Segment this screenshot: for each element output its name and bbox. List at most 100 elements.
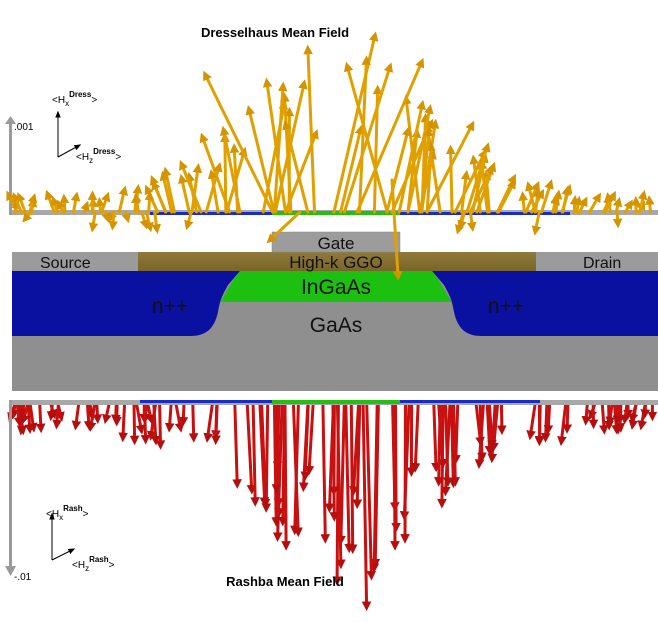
- bottom-axis-triad: <HxRash> <HzRash>: [46, 504, 115, 573]
- field-arrow: [349, 401, 361, 496]
- field-arrow: [281, 401, 291, 551]
- field-arrow: [612, 196, 623, 214]
- source-label: Source: [40, 255, 91, 272]
- field-arrow: [121, 210, 131, 224]
- field-arrow: [344, 401, 354, 554]
- field-arrow: [174, 401, 185, 433]
- field-arrow: [179, 160, 203, 214]
- device-cross-section: Source Drain Gate High-k GGO InGaAs GaAs…: [12, 231, 658, 391]
- field-arrow: [203, 401, 214, 443]
- field-arrow: [623, 199, 633, 214]
- field-arrow: [207, 169, 220, 214]
- field-arrow: [95, 196, 105, 214]
- field-arrow: [445, 144, 456, 214]
- field-arrow: [578, 196, 588, 214]
- field-arrow: [402, 94, 422, 214]
- field-arrow: [540, 179, 554, 214]
- field-arrow: [83, 401, 94, 431]
- field-arrow: [534, 401, 545, 447]
- field-arrow: [232, 401, 242, 489]
- field-arrow: [526, 401, 537, 441]
- field-arrow: [451, 401, 461, 465]
- field-arrow: [271, 401, 282, 494]
- field-arrow: [188, 401, 199, 443]
- field-arrow: [86, 401, 97, 432]
- field-arrow: [336, 401, 346, 546]
- field-arrow: [159, 170, 174, 214]
- field-arrow: [332, 31, 379, 214]
- bottom-baseline: [12, 400, 658, 405]
- field-arrow: [117, 185, 128, 214]
- field-arrow: [203, 70, 274, 214]
- field-arrow: [397, 99, 426, 214]
- field-arrow: [525, 181, 537, 214]
- field-arrow: [300, 401, 311, 482]
- field-arrow: [88, 210, 99, 233]
- field-arrow: [211, 401, 221, 446]
- field-arrow: [390, 178, 403, 281]
- field-arrow: [406, 104, 434, 214]
- doped-region-left: [12, 271, 240, 336]
- field-arrow: [487, 401, 497, 450]
- field-arrow: [425, 120, 475, 214]
- bottom-scale-value: -.01: [14, 572, 32, 583]
- bottom-scale-bar: [5, 400, 16, 576]
- field-arrow: [178, 173, 191, 214]
- field-arrow: [245, 401, 257, 495]
- field-arrow: [272, 81, 288, 214]
- top-hz-label: <HzDress>: [76, 147, 121, 165]
- field-arrow: [12, 192, 23, 214]
- top-scale-value: .001: [14, 122, 34, 133]
- field-arrow: [250, 401, 260, 507]
- field-arrow: [92, 401, 103, 424]
- field-arrow: [557, 401, 568, 447]
- field-arrow: [35, 401, 46, 434]
- field-arrow: [245, 105, 276, 214]
- gate-label: Gate: [318, 234, 355, 253]
- field-arrow: [134, 401, 146, 435]
- field-arrow: [20, 401, 30, 425]
- field-arrow: [111, 401, 121, 425]
- field-arrow: [52, 401, 62, 430]
- doped-left-label: n++: [152, 295, 188, 318]
- field-arrow: [355, 57, 425, 214]
- field-arrow: [477, 401, 487, 463]
- field-arrow: [28, 401, 38, 433]
- field-arrow: [588, 192, 602, 214]
- field-arrow: [604, 192, 614, 214]
- field-arrow: [178, 401, 189, 427]
- bottom-hx-label: <HxRash>: [46, 504, 89, 522]
- field-arrow: [190, 163, 203, 214]
- field-arrow: [164, 401, 175, 433]
- field-arrow: [550, 195, 560, 214]
- channel-label: InGaAs: [301, 276, 371, 299]
- field-arrow: [365, 401, 377, 581]
- high-k-dielectric: [138, 252, 536, 271]
- field-arrow: [581, 401, 592, 426]
- field-arrow: [342, 62, 394, 214]
- field-arrow: [144, 190, 155, 214]
- field-arrow: [543, 401, 554, 435]
- field-arrow: [400, 401, 410, 544]
- field-arrow: [450, 401, 460, 487]
- field-arrow: [71, 401, 82, 431]
- field-arrow: [50, 196, 60, 214]
- field-arrow: [369, 401, 380, 573]
- field-arrow: [628, 401, 639, 424]
- bottom-hz-label: <HzRash>: [72, 555, 115, 573]
- field-arrow: [540, 401, 551, 443]
- field-arrow: [139, 210, 149, 230]
- field-arrow: [56, 199, 66, 214]
- source-contact: [12, 252, 138, 271]
- field-arrow: [561, 185, 572, 214]
- field-arrow: [130, 193, 141, 214]
- field-arrow: [352, 401, 363, 510]
- field-arrow: [425, 141, 436, 214]
- top-title: Dresselhaus Mean Field: [201, 25, 349, 40]
- field-arrow: [118, 401, 128, 443]
- field-arrow: [612, 210, 623, 229]
- field-arrow: [272, 401, 284, 542]
- field-arrow: [531, 210, 542, 236]
- field-arrow: [390, 401, 400, 551]
